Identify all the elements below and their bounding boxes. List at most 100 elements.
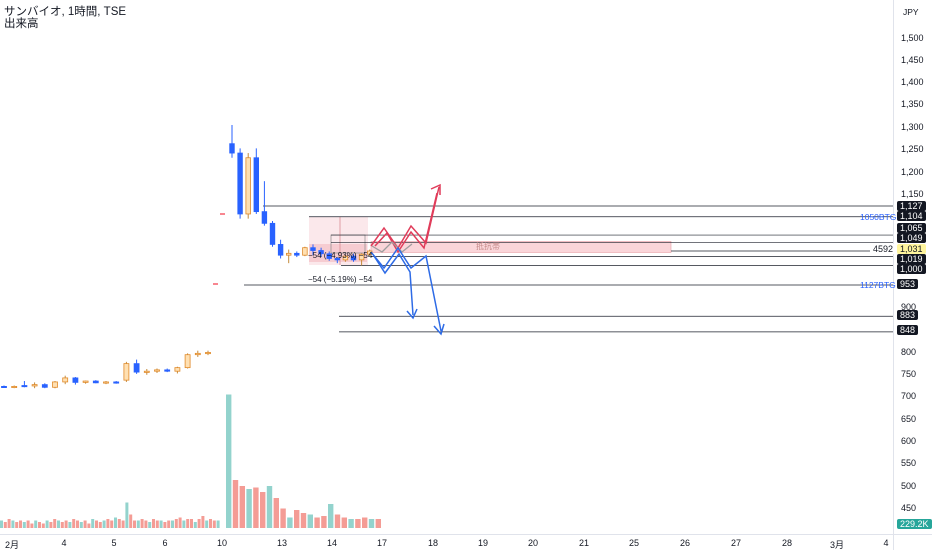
candle-body — [277, 244, 284, 256]
projection-arrows[interactable] — [370, 183, 445, 336]
level-tag-1049[interactable]: 1,049 — [897, 233, 926, 243]
volume-bar — [294, 510, 300, 528]
btg-label-1050[interactable]: 1050BTG — [860, 212, 897, 222]
volume-bar — [260, 492, 266, 528]
volume-bar — [125, 502, 129, 528]
price-tick: 750 — [901, 369, 917, 379]
price-tick: 1,400 — [901, 77, 924, 87]
price-tick: 1,350 — [901, 99, 924, 109]
blue-arrow-lower[interactable] — [370, 246, 442, 332]
volume-bar — [314, 517, 320, 528]
price-tick: 900 — [901, 302, 917, 312]
volume-bar — [102, 520, 106, 528]
volume-bar — [121, 520, 125, 528]
measure-label-2[interactable]: −54 (−5.19%) −54 — [308, 275, 373, 284]
currency-label[interactable]: JPY — [903, 7, 919, 17]
volume-bar — [209, 519, 212, 528]
red-arrow-upper-inner[interactable] — [374, 192, 438, 254]
time-tick: 20 — [527, 538, 539, 548]
level-tag-1019[interactable]: 1,019 — [897, 254, 926, 264]
candle-body — [72, 377, 79, 383]
blue-arrow-lower-inner[interactable] — [373, 252, 414, 316]
volume-bar — [163, 522, 167, 528]
volume-bar — [117, 519, 121, 528]
volume-bar — [45, 520, 49, 528]
btg-label-1127[interactable]: 1127BTG — [860, 280, 896, 290]
volume-bar — [178, 517, 182, 528]
volume-bar — [129, 514, 133, 528]
volume-bar — [171, 520, 174, 528]
volume-bar — [368, 519, 375, 528]
countdown-tag: 4592 — [870, 244, 897, 254]
red-markers — [213, 213, 225, 285]
volume-bar — [355, 519, 361, 528]
volume-bar — [68, 522, 72, 528]
time-axis-divider — [0, 534, 932, 535]
zone-rect[interactable] — [370, 241, 672, 253]
volume-bar — [144, 520, 148, 528]
volume-bar — [34, 520, 38, 528]
volume-bar — [273, 498, 279, 528]
price-tick: 1,500 — [901, 33, 924, 43]
volume-bar — [321, 516, 327, 528]
time-tick: 25 — [628, 538, 640, 548]
level-tag-953[interactable]: 953 — [897, 279, 919, 289]
volume-tag[interactable]: 229.2K — [897, 519, 932, 529]
time-tick: 4 — [61, 538, 67, 548]
candle-body — [237, 152, 243, 215]
candle-body — [342, 255, 349, 261]
volume-bar — [212, 520, 216, 528]
volume-bar — [362, 517, 368, 528]
level-tag-883[interactable]: 883 — [897, 310, 919, 320]
level-tag-1000[interactable]: 1,000 — [897, 264, 926, 274]
symbol-title[interactable]: サンバイオ, 1時間, TSE — [4, 6, 127, 18]
candle-body — [92, 380, 99, 384]
candle-body — [350, 255, 357, 261]
price-tick: 800 — [901, 347, 917, 357]
time-tick: 13 — [276, 538, 288, 548]
time-tick: 26 — [679, 538, 691, 548]
horizontal-levels[interactable] — [244, 205, 893, 333]
candle-body — [194, 352, 201, 356]
candle-body — [310, 247, 316, 251]
volume-bar — [53, 519, 57, 528]
level-tag-848[interactable]: 848 — [897, 325, 919, 335]
candle-body — [154, 369, 160, 372]
resistance-zone-label[interactable]: 抵抗帯 — [476, 242, 500, 251]
volume-bar — [64, 520, 68, 528]
volume-bar — [328, 504, 334, 528]
time-tick: 27 — [730, 538, 742, 548]
volume-bar — [57, 520, 60, 528]
volume-bar — [174, 519, 178, 528]
volume-bar — [22, 522, 26, 528]
time-tick: 3月 — [829, 540, 845, 550]
red-arrowhead — [430, 183, 441, 195]
level-tag-1104[interactable]: 1,104 — [897, 211, 926, 221]
level-tag-1065[interactable]: 1,065 — [897, 223, 926, 233]
volume-bar — [38, 522, 41, 528]
volume-bar — [300, 513, 307, 528]
volume-bar — [205, 520, 209, 528]
volume-bar — [19, 520, 22, 528]
candle-body — [334, 258, 340, 261]
volume-bar — [15, 522, 19, 528]
price-tick: 1,150 — [901, 189, 924, 199]
last-price-tag[interactable]: 1,031 — [897, 244, 926, 254]
volume-bar — [114, 517, 117, 528]
price-tick: 550 — [901, 458, 917, 468]
level-tag-1127[interactable]: 1,127 — [897, 201, 926, 211]
volume-bar — [253, 487, 259, 528]
volume-bar — [7, 519, 11, 528]
candle-body — [318, 250, 324, 255]
blue-arrowhead — [433, 323, 445, 336]
candle-body — [164, 369, 171, 372]
measure-label-1[interactable]: −54 (−4.93%) −54 — [308, 251, 373, 260]
volume-bar — [79, 522, 83, 528]
volume-bar — [87, 523, 91, 528]
volume-bar — [26, 520, 30, 528]
price-tick: 600 — [901, 436, 917, 446]
time-tick: 2月 — [4, 540, 20, 550]
red-arrow-upper[interactable] — [370, 186, 440, 250]
volume-indicator-title[interactable]: 出来高 — [4, 18, 39, 30]
